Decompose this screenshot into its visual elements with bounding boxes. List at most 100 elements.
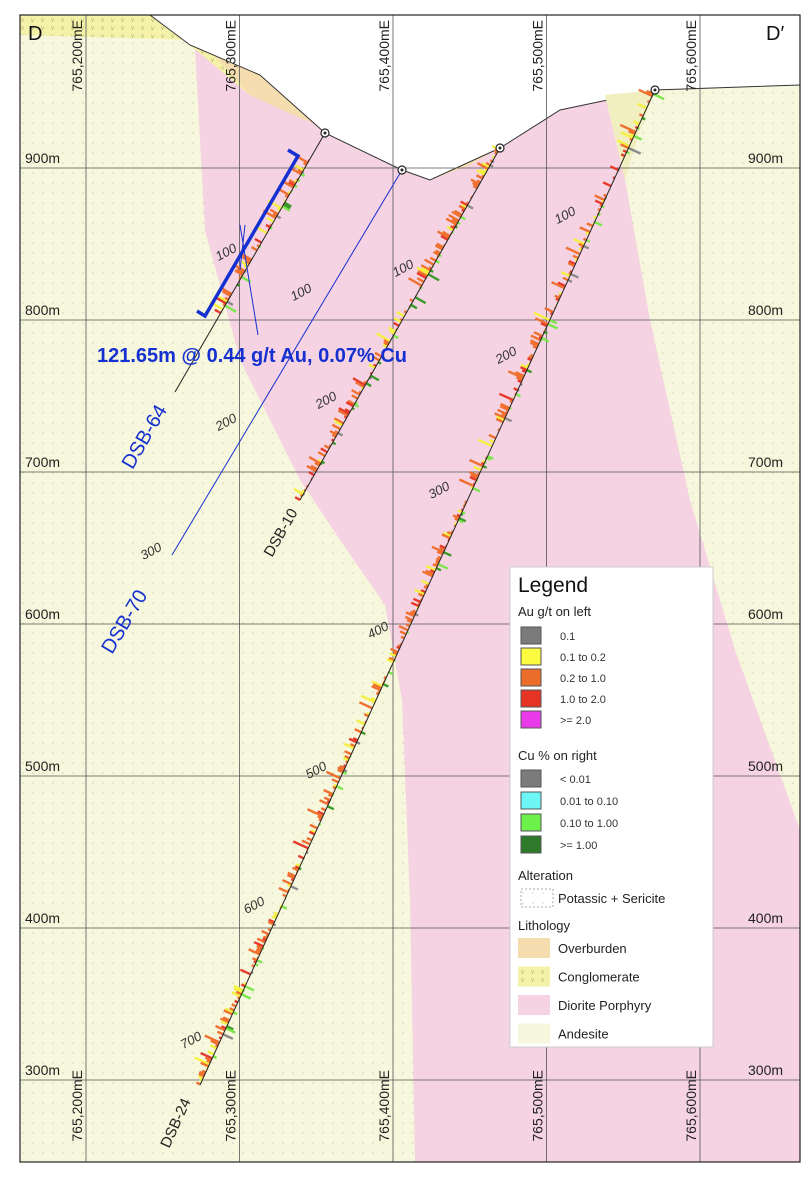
au-assay bbox=[638, 113, 644, 118]
legend: Legend Au g/t on left 0.1 0.1 to 0.2 0.2 to … bbox=[509, 566, 714, 1048]
au-assay bbox=[425, 569, 435, 576]
au-assay bbox=[421, 579, 430, 586]
cu-assay bbox=[388, 671, 394, 676]
au-assay bbox=[443, 531, 452, 538]
au-assay bbox=[520, 363, 529, 370]
cu-assay bbox=[410, 303, 418, 310]
au-assay bbox=[220, 1025, 227, 1030]
cu-assay bbox=[321, 460, 326, 465]
au-assay bbox=[333, 417, 345, 425]
au-assay bbox=[358, 701, 373, 710]
au-assay bbox=[308, 456, 322, 465]
au-assay bbox=[521, 369, 527, 374]
cu-assay bbox=[370, 374, 380, 382]
au-assay bbox=[573, 237, 586, 246]
au-assay bbox=[223, 1009, 233, 1016]
au-assay bbox=[250, 245, 258, 252]
au-assay bbox=[284, 194, 289, 199]
cu-assay bbox=[472, 487, 481, 493]
au-assay bbox=[306, 836, 313, 842]
elevation-label-left: 600m bbox=[25, 606, 60, 622]
au-assay bbox=[409, 298, 414, 303]
easting-label-bottom: 765,300mE bbox=[223, 1070, 239, 1142]
au-assay bbox=[273, 911, 279, 916]
au-assay bbox=[372, 683, 382, 690]
elevation-label-right: 300m bbox=[748, 1062, 783, 1078]
cu-assay bbox=[240, 993, 252, 1000]
au-assay bbox=[450, 225, 455, 230]
au-assay bbox=[325, 770, 341, 780]
cu-assay bbox=[570, 272, 579, 279]
au-assay bbox=[292, 840, 309, 850]
au-assay bbox=[328, 793, 333, 798]
au-assay bbox=[551, 281, 565, 290]
cu-assay bbox=[382, 683, 389, 688]
au-assay bbox=[376, 332, 391, 343]
cu-assay bbox=[290, 885, 299, 891]
au-assay bbox=[331, 433, 337, 438]
cu-assay bbox=[244, 985, 255, 992]
au-assay bbox=[233, 987, 243, 994]
au-assay bbox=[435, 557, 441, 562]
au-assay bbox=[439, 544, 446, 550]
au-assay bbox=[209, 1044, 218, 1050]
au-assay bbox=[281, 878, 293, 886]
au-assay bbox=[475, 174, 484, 180]
legend-label: Overburden bbox=[558, 941, 627, 956]
au-assay bbox=[628, 130, 636, 136]
au-assay bbox=[390, 647, 399, 654]
legend-label: Diorite Porphyry bbox=[558, 998, 652, 1013]
au-assay bbox=[417, 592, 425, 598]
easting-label-bottom: 765,200mE bbox=[69, 1070, 85, 1142]
au-assay bbox=[476, 179, 482, 184]
au-assay bbox=[423, 585, 428, 590]
au-assay bbox=[317, 815, 323, 820]
cu-assay bbox=[226, 300, 234, 306]
elevation-label-right: 400m bbox=[748, 910, 783, 926]
au-assay bbox=[332, 785, 337, 790]
au-assay bbox=[565, 246, 581, 256]
au-assay bbox=[400, 635, 405, 640]
au-assay bbox=[248, 948, 261, 956]
au-assay bbox=[620, 153, 626, 158]
legend-lithology-header: Lithology bbox=[518, 918, 571, 933]
cu-assay bbox=[414, 613, 419, 617]
au-assay bbox=[267, 920, 274, 926]
elevation-label-left: 400m bbox=[25, 910, 60, 926]
au-assay bbox=[278, 886, 289, 894]
au-assay bbox=[396, 310, 405, 318]
elevation-label-right: 800m bbox=[748, 302, 783, 318]
easting-label-top: 765,400mE bbox=[376, 20, 392, 92]
au-assay bbox=[236, 268, 245, 275]
au-assay bbox=[234, 269, 244, 277]
au-assay bbox=[530, 353, 534, 358]
collar-dot bbox=[498, 146, 502, 150]
au-assay bbox=[297, 168, 303, 174]
au-assay bbox=[562, 276, 569, 282]
au-assay bbox=[255, 949, 262, 954]
au-assay bbox=[528, 355, 533, 360]
au-assay bbox=[497, 408, 508, 416]
cu-assay bbox=[225, 1027, 236, 1034]
au-assay bbox=[354, 728, 362, 734]
cu-assay bbox=[458, 517, 467, 523]
au-assay bbox=[477, 438, 493, 448]
au-assay bbox=[254, 237, 263, 244]
au-assay bbox=[498, 392, 514, 402]
au-assay bbox=[420, 589, 426, 594]
au-assay bbox=[637, 102, 648, 110]
au-assay bbox=[200, 1051, 213, 1060]
au-assay bbox=[392, 651, 398, 656]
legend-swatch bbox=[520, 769, 542, 788]
cu-assay bbox=[427, 273, 440, 282]
easting-label-bottom: 765,400mE bbox=[376, 1070, 392, 1142]
au-assay bbox=[229, 1007, 235, 1012]
au-assay bbox=[421, 266, 430, 274]
cu-assay bbox=[489, 164, 494, 168]
au-assay bbox=[429, 256, 437, 262]
au-assay bbox=[578, 247, 583, 252]
elevation-label-right: 500m bbox=[748, 758, 783, 774]
au-assay bbox=[320, 447, 328, 454]
collar-dot bbox=[400, 168, 404, 172]
au-assay bbox=[351, 389, 361, 396]
